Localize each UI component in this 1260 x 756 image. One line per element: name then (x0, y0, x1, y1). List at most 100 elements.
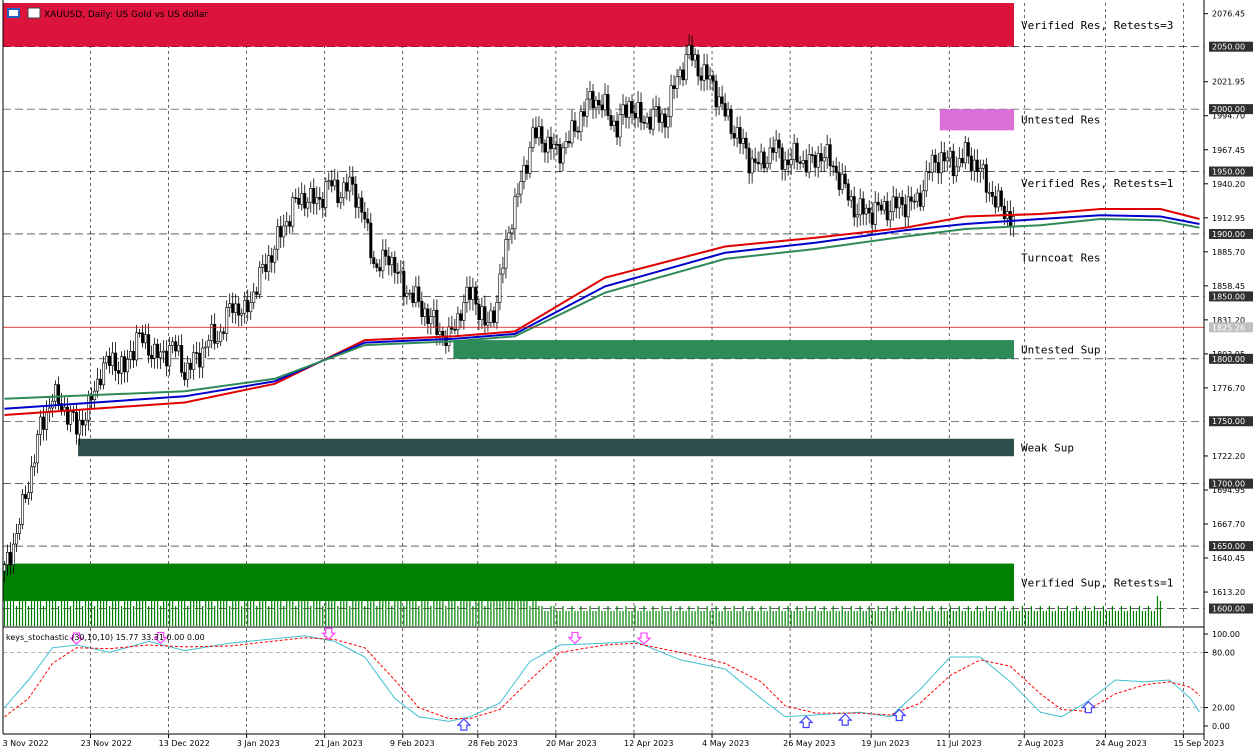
candle-body (216, 341, 220, 344)
level-label-box (1209, 603, 1253, 614)
candle-body (786, 159, 790, 165)
candle-body (810, 154, 814, 156)
candle-body (99, 378, 103, 386)
candle-body (189, 362, 193, 370)
candle-body (900, 196, 904, 205)
candle-body (660, 113, 664, 123)
candle-body (552, 143, 556, 149)
candle-body (45, 411, 49, 430)
candle-body (882, 201, 886, 211)
level-label: 2000.00 (1212, 105, 1245, 114)
zone-label: Verified Res, Retests=1 (1021, 177, 1173, 190)
candle-body (525, 164, 529, 174)
candle-body (921, 190, 925, 207)
candle-body (12, 543, 16, 565)
candle-body (66, 406, 70, 425)
ma-line-ma_green (4, 217, 1200, 400)
x-tick-label: 4 May 2023 (702, 739, 749, 748)
stoch-y-tick-label: 20.00 (1212, 704, 1235, 713)
candle-body (129, 351, 133, 360)
candle-body (681, 69, 685, 81)
candle-body (870, 212, 874, 225)
candle-body (747, 147, 751, 174)
candle-body (642, 121, 646, 124)
level-label-box (1209, 228, 1253, 239)
candle-body (717, 96, 721, 108)
arrow-up-icon (798, 715, 814, 729)
zone-rect (3, 3, 1014, 47)
level-label-box (1209, 104, 1253, 115)
candle-body (987, 191, 991, 194)
candle-body (633, 112, 637, 119)
candle-body (459, 313, 463, 321)
candle-body (570, 120, 574, 144)
candle-body (963, 142, 967, 164)
candle-body (81, 419, 85, 426)
candle-body (954, 166, 958, 177)
y-tick-label: 1858.45 (1212, 282, 1245, 291)
x-tick-label: 21 Jan 2023 (315, 739, 363, 748)
candle-body (309, 188, 313, 203)
candle-body (468, 286, 472, 300)
x-tick-label: 20 Mar 2023 (546, 739, 597, 748)
candle-body (789, 159, 793, 165)
candle-body (690, 45, 694, 61)
candle-body (933, 154, 937, 163)
candle-body (867, 207, 871, 214)
candle-body (153, 343, 157, 359)
candle-body (504, 239, 508, 269)
x-tick-label: 15 Sep 2023 (1173, 739, 1224, 748)
candle-body (291, 197, 295, 227)
candle-body (849, 196, 853, 201)
candle-body (210, 324, 214, 341)
candle-body (336, 179, 340, 204)
candle-body (213, 324, 217, 344)
candle-body (156, 343, 160, 359)
y-tick-label: 1994.70 (1212, 112, 1245, 121)
candle-body (828, 144, 832, 167)
candle-body (231, 303, 235, 313)
candle-body (777, 139, 781, 149)
candle-body (888, 211, 892, 221)
candle-body (159, 351, 163, 359)
candle-body (225, 307, 229, 334)
candle-body (594, 99, 598, 109)
candle-body (348, 176, 352, 192)
candle-body (843, 173, 847, 185)
candle-body (207, 340, 211, 348)
x-tick-label: 13 Dec 2022 (159, 739, 210, 748)
candle-body (984, 164, 988, 193)
candle-body (315, 197, 319, 204)
candle-body (375, 263, 379, 268)
candle-body (834, 165, 838, 173)
candle-body (906, 196, 910, 218)
candle-body (966, 142, 970, 157)
candle-body (1002, 205, 1006, 219)
candle-body (741, 137, 745, 144)
candle-body (84, 419, 88, 426)
candle-body (276, 226, 280, 250)
stoch-y-tick-label: 100.00 (1212, 630, 1240, 639)
candle-body (282, 225, 286, 238)
candle-body (597, 99, 601, 106)
stochastic-panel: 100.00 80.00 20.00 0.00 (3, 627, 1240, 731)
candle-body (501, 267, 505, 275)
candle-body (756, 161, 760, 165)
candle-body (222, 331, 226, 334)
stoch-y-tick-label: 0.00 (1212, 722, 1230, 731)
candle-body (909, 196, 913, 202)
level-label-box (1209, 541, 1253, 552)
y-tick-label: 1912.95 (1212, 214, 1245, 223)
candle-body (183, 372, 187, 380)
x-tick-label: 3 Nov 2022 (3, 739, 49, 748)
candle-body (174, 341, 178, 352)
candle-body (96, 378, 100, 392)
zone-label: Verified Sup, Retests=1 (1021, 576, 1173, 589)
candle-body (864, 207, 868, 215)
candle-body (999, 190, 1003, 207)
volume-bars (3, 576, 1162, 626)
candle-body (30, 466, 34, 493)
